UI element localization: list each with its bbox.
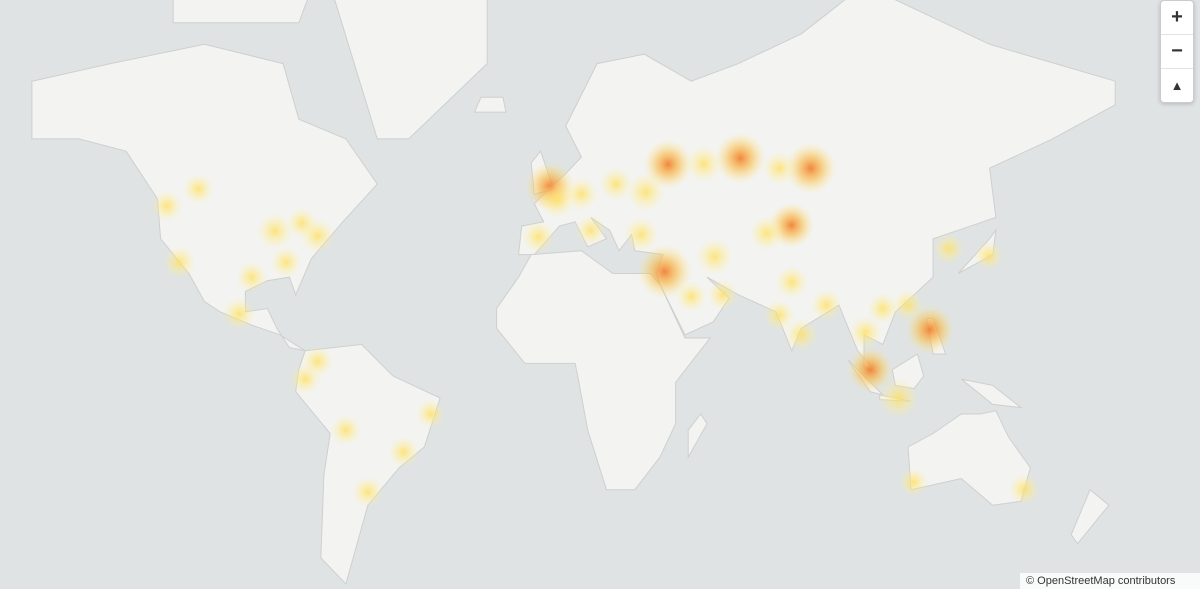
attribution[interactable]: © OpenStreetMap contributors	[1020, 573, 1200, 589]
heat-spot	[643, 139, 693, 189]
heat-spot	[763, 299, 795, 331]
landmass-south-america	[295, 343, 441, 585]
landmass-iceland	[473, 96, 507, 113]
heat-spot	[675, 281, 707, 312]
heat-spot	[270, 246, 302, 278]
heat-spot	[565, 177, 598, 211]
compass-icon: ▲	[1170, 78, 1184, 93]
heat-spot	[707, 279, 739, 311]
heat-spot	[163, 246, 196, 279]
heat-spot	[352, 476, 384, 508]
reset-north-button[interactable]: ▲	[1161, 69, 1193, 102]
heat-spot	[905, 305, 955, 355]
heat-spot	[330, 414, 362, 446]
heat-spot	[289, 363, 321, 395]
heat-spot	[878, 378, 919, 418]
zoom-out-button[interactable]: −	[1161, 35, 1193, 69]
heat-spot	[522, 220, 555, 254]
heat-spot	[714, 132, 766, 184]
heat-spot	[256, 213, 294, 250]
heat-spot	[785, 142, 836, 194]
landmass-new-guinea	[960, 378, 1023, 409]
landmass-greenland	[334, 0, 488, 140]
heat-spot	[696, 238, 733, 275]
heat-spot	[623, 217, 659, 252]
heat-spot	[151, 190, 183, 222]
heat-spot	[286, 207, 318, 239]
heat-spot	[222, 297, 256, 331]
heat-spot	[892, 289, 924, 321]
heat-spot	[416, 399, 446, 429]
heat-spot	[749, 216, 784, 251]
heat-spot	[388, 436, 420, 468]
zoom-in-button[interactable]: +	[1161, 1, 1193, 35]
landmass-madagascar	[687, 413, 708, 460]
heatmap-layer	[151, 132, 1040, 508]
heat-spot	[775, 265, 809, 299]
heat-spot	[236, 261, 268, 293]
landmass-arctic-islands	[172, 0, 308, 24]
heat-spot	[810, 289, 842, 321]
landmass-africa	[496, 250, 712, 491]
heat-spot	[849, 316, 882, 349]
heat-spot	[575, 214, 607, 246]
heat-spot	[637, 244, 692, 299]
heat-spot	[899, 467, 929, 497]
heat-spot	[599, 167, 633, 201]
heat-spot	[974, 241, 1004, 271]
heat-spot	[685, 145, 722, 182]
map-controls: + − ▲	[1160, 0, 1194, 103]
landmass-new-zealand	[1070, 488, 1110, 545]
landmass-australia	[907, 410, 1031, 506]
heat-spot	[867, 293, 899, 324]
heat-spot	[182, 173, 214, 205]
heat-spot	[933, 233, 965, 265]
heat-spot	[847, 347, 893, 393]
heat-spot	[784, 318, 818, 352]
heat-spot	[1008, 473, 1040, 505]
heat-spot	[762, 151, 796, 185]
